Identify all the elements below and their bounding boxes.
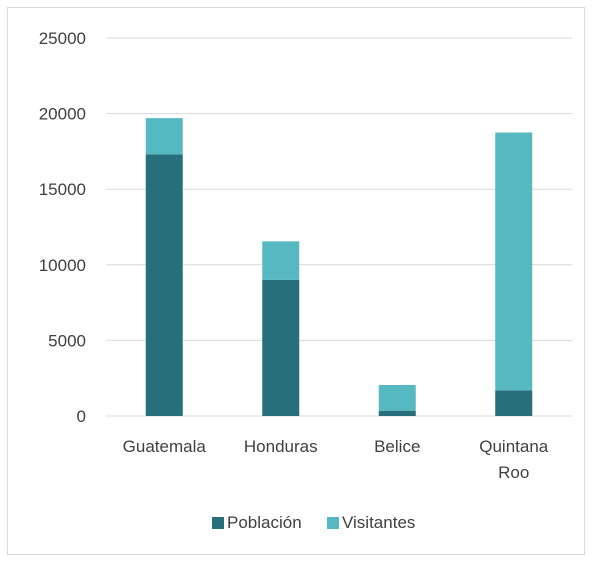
x-category-label: Roo: [498, 463, 529, 482]
x-axis-labels: Guatemala Honduras Belice Quintana Roo: [123, 437, 549, 482]
y-tick-label: 0: [77, 407, 86, 426]
x-category-label: Guatemala: [123, 437, 207, 456]
y-tick-label: 10000: [39, 256, 86, 275]
bar-poblacin-0: [145, 154, 183, 416]
bar-visitantes-1: [262, 241, 300, 280]
legend-label-1: Visitantes: [342, 513, 415, 532]
x-category-label: Belice: [374, 437, 420, 456]
bars: [145, 118, 533, 416]
legend-label-0: Población: [227, 513, 302, 532]
y-axis-labels: 0 5000 10000 15000 20000 25000: [39, 29, 86, 426]
bar-poblacin-3: [495, 390, 533, 416]
gridlines: [106, 37, 572, 417]
y-tick-label: 5000: [48, 331, 86, 350]
y-tick-label: 20000: [39, 105, 86, 124]
y-tick-label: 15000: [39, 180, 86, 199]
legend-swatch-1: [327, 517, 339, 529]
bar-visitantes-0: [145, 118, 183, 155]
x-category-label: Honduras: [244, 437, 318, 456]
legend-swatch-0: [212, 517, 224, 529]
bar-poblacin-1: [262, 279, 300, 416]
bar-visitantes-2: [378, 385, 416, 411]
bar-visitantes-3: [495, 132, 533, 391]
bar-poblacin-2: [378, 410, 416, 416]
x-category-label: Quintana: [479, 437, 549, 456]
y-tick-label: 25000: [39, 29, 86, 48]
legend: Población Visitantes: [212, 513, 415, 532]
